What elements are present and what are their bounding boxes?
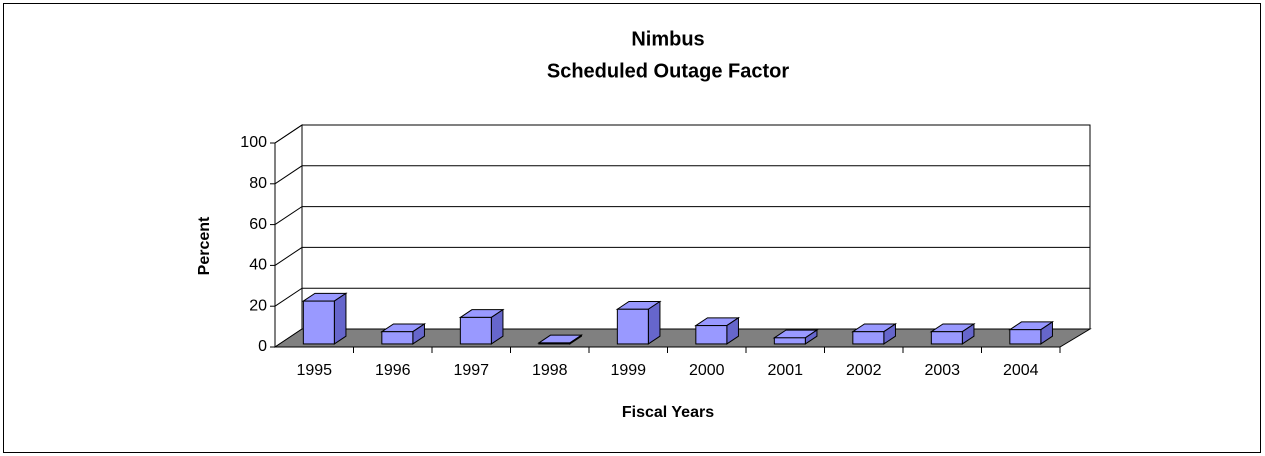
y-tick-label: 60 [249, 216, 267, 233]
x-tick-label: 1997 [453, 362, 489, 379]
bar [616, 308, 649, 345]
chart-title: Nimbus [631, 28, 704, 50]
x-tick-label: 1995 [296, 362, 332, 379]
x-axis-label: Fiscal Years [622, 404, 714, 421]
y-tick-label: 100 [240, 134, 267, 151]
bar [538, 342, 571, 345]
x-tick-label: 1998 [532, 362, 568, 379]
grid-line [274, 165, 1090, 185]
side-wall [274, 124, 303, 348]
x-tick-label: 1999 [610, 362, 646, 379]
bar [852, 331, 885, 345]
grid-line [274, 206, 1090, 226]
bar [381, 331, 414, 345]
x-tick-label: 2004 [1003, 362, 1039, 379]
y-tick-label: 20 [249, 297, 267, 314]
y-tick-label: 0 [258, 338, 267, 355]
x-tick-label: 2001 [767, 362, 803, 379]
chart-subtitle: Scheduled Outage Factor [547, 60, 789, 82]
x-tick-label: 1996 [375, 362, 411, 379]
x-tick-label: 2003 [924, 362, 960, 379]
x-tick-label: 2000 [689, 362, 725, 379]
bar [459, 316, 492, 345]
grid-line [274, 124, 1090, 144]
bar-side [647, 300, 661, 345]
back-wall [301, 124, 1091, 330]
y-tick-label: 40 [249, 257, 267, 274]
x-tick-label: 2002 [846, 362, 882, 379]
y-tick-label: 80 [249, 175, 267, 192]
bar [773, 337, 806, 345]
grid-line [274, 287, 1090, 307]
grid-line [274, 246, 1090, 266]
bar-side [333, 292, 347, 345]
bar [930, 331, 963, 345]
y-axis-label: Percent [196, 216, 213, 275]
bar [695, 325, 728, 345]
bar [302, 300, 335, 345]
bar [1009, 329, 1042, 345]
